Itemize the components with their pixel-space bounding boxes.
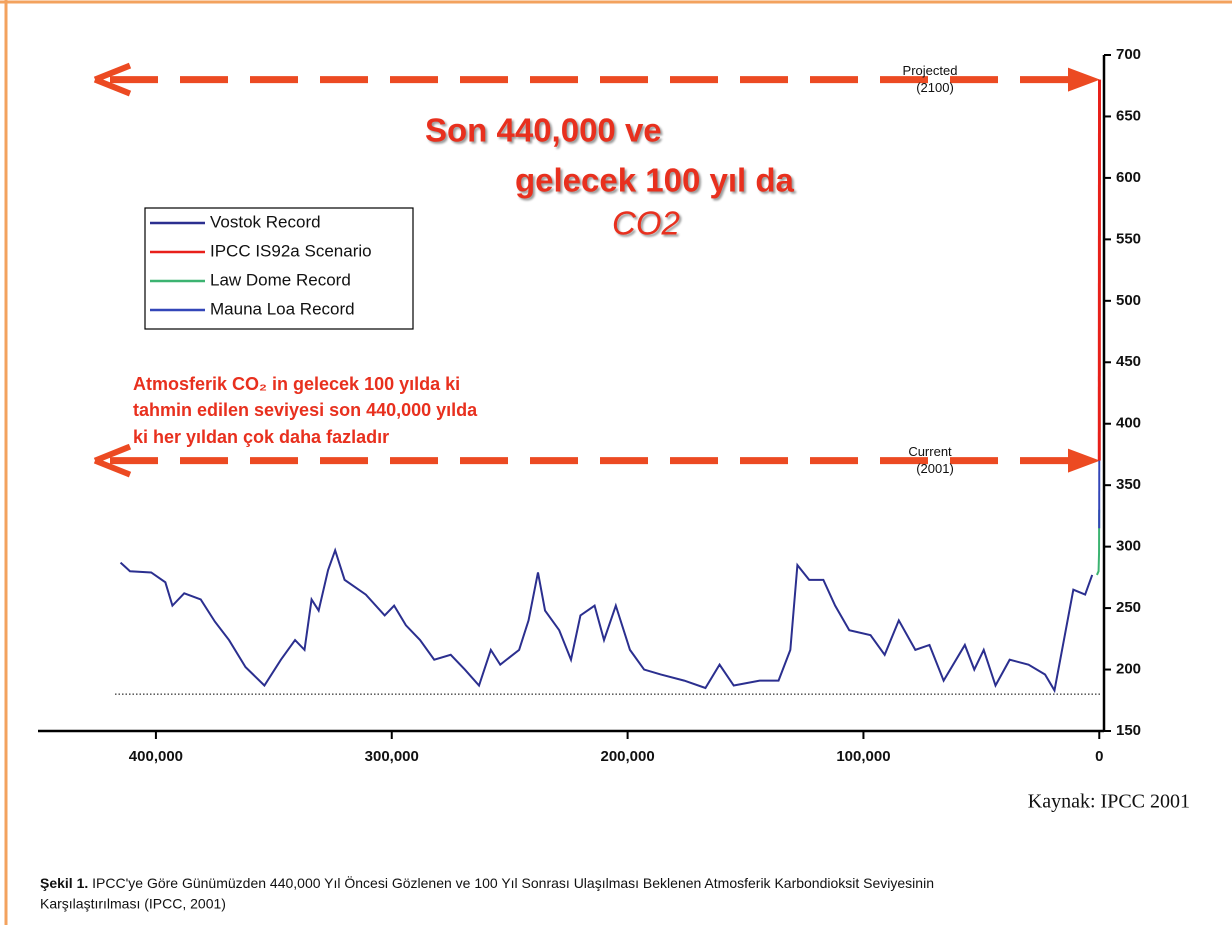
y-tick-label: 350: [1116, 476, 1141, 493]
headline: CO2: [612, 205, 680, 242]
annotation: Current: [908, 444, 952, 459]
y-tick-label: 450: [1116, 353, 1141, 370]
y-tick-label: 200: [1116, 661, 1141, 678]
arrow-head: [1068, 67, 1100, 92]
y-tick-label: 300: [1116, 538, 1141, 555]
annotation: (2100): [916, 80, 954, 95]
headline: Son 440,000 ve: [425, 112, 662, 149]
legend-label: IPCC IS92a Scenario: [210, 241, 372, 260]
caption-text: IPCC'ye Göre Günümüzden 440,000 Yıl Önce…: [88, 874, 934, 891]
caption-label: Şekil 1.: [40, 875, 88, 891]
legend-label: Mauna Loa Record: [210, 299, 355, 318]
x-tick-label: 300,000: [365, 748, 419, 765]
caption: Şekil 1. IPCC'ye Göre Günümüzden 440,000…: [40, 874, 934, 891]
note: tahmin edilen seviyesi son 440,000 yılda: [133, 400, 478, 420]
y-tick-label: 500: [1116, 292, 1141, 309]
note: Atmosferik CO₂ in gelecek 100 yılda ki: [133, 374, 460, 394]
series-line: [119, 547, 1094, 694]
series-line: [1096, 509, 1101, 576]
y-tick-label: 250: [1116, 599, 1141, 616]
arrow-head: [93, 62, 132, 97]
caption-text: Karşılaştırılması (IPCC, 2001): [40, 896, 226, 912]
annotation: (2001): [916, 461, 954, 476]
arrow-head: [93, 443, 132, 478]
headline: gelecek 100 yıl da: [515, 162, 795, 199]
x-tick-label: 200,000: [600, 748, 654, 765]
x-tick-label: 0: [1095, 748, 1103, 765]
annotation: Projected: [903, 63, 958, 78]
x-tick-label: 100,000: [836, 748, 890, 765]
y-tick-label: 400: [1116, 415, 1141, 432]
x-tick-label: 400,000: [129, 748, 183, 765]
y-tick-label: 550: [1116, 230, 1141, 247]
y-tick-label: 150: [1116, 722, 1141, 739]
source: Kaynak: IPCC 2001: [1028, 791, 1190, 813]
y-tick-label: 700: [1116, 46, 1141, 63]
arrow-head: [1068, 448, 1100, 473]
legend-label: Law Dome Record: [210, 270, 351, 289]
note: ki her yıldan çok daha fazladır: [133, 427, 389, 447]
legend-label: Vostok Record: [210, 212, 321, 231]
y-tick-label: 600: [1116, 169, 1141, 186]
y-tick-label: 650: [1116, 107, 1141, 124]
